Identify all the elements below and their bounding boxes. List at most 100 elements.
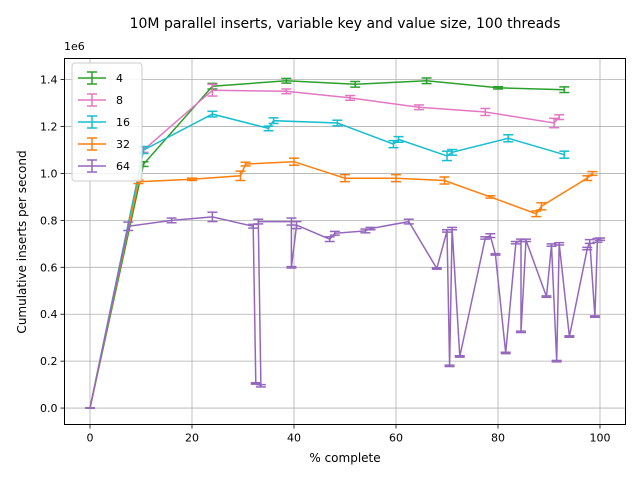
error-bar [391,173,401,183]
x-axis-label: % complete [309,451,380,465]
error-bar [442,150,452,162]
error-bar [503,134,514,143]
error-bar [531,210,542,218]
error-bar [413,104,424,111]
series-64 [85,211,605,409]
error-bar [324,236,335,243]
error-bar [329,230,340,236]
series-line-32 [89,160,593,409]
legend-item-16: 16 [78,115,130,129]
chart-title: 10M parallel inserts, variable key and v… [130,16,561,32]
y-tick-label: 0.0 [40,402,58,415]
error-bar [281,77,292,84]
legend-label: 4 [116,72,123,85]
error-bar [559,86,570,94]
y-tick-label: 0.6 [40,261,58,274]
error-bar [551,359,562,363]
error-bar [291,220,302,230]
legend-label: 16 [116,116,130,129]
error-bar [480,107,491,117]
error-bar [490,252,501,256]
series-line-4 [89,80,565,409]
error-bar [559,150,570,159]
error-bar [207,211,218,223]
error-bar [546,243,557,247]
error-bar [286,217,297,226]
error-bar [454,355,465,358]
legend-item-4: 4 [78,71,123,85]
error-bar [350,80,361,88]
error-bar [500,351,511,355]
error-bar [439,176,450,185]
series-4 [85,77,570,409]
error-bar [207,83,218,97]
y-tick-label: 1.4 [40,74,58,87]
error-bar [536,202,547,211]
x-tick-label: 80 [491,432,505,445]
error-bar [281,88,292,95]
x-tick-label: 0 [87,432,94,445]
plot-border [64,58,626,425]
legend-item-32: 32 [78,137,130,151]
legend-item-8: 8 [78,93,123,107]
error-bar [123,221,134,232]
x-tick-label: 100 [590,432,611,445]
error-bar [240,161,251,167]
x-tick-label: 60 [389,432,403,445]
y-tick-label: 0.4 [40,308,58,321]
legend-box [71,62,143,182]
error-bar [564,335,575,338]
legend-item-64: 64 [78,159,130,173]
series-layer [85,77,605,409]
plot-area [64,58,626,425]
y-tick-label: 0.2 [40,355,58,368]
error-bar [421,77,432,85]
error-bar [235,170,246,182]
y-offset-label: 1e6 [64,40,85,53]
error-bar [554,241,565,246]
error-bar [584,238,595,245]
series-line-16 [89,113,565,409]
error-bar [388,139,399,149]
error-bar [549,117,560,129]
y-tick-label: 1.2 [40,121,58,134]
legend-label: 32 [116,138,130,151]
x-tick-label: 40 [287,432,301,445]
error-bar [365,226,376,231]
axis-ticks: 0 20 40 60 80 100 0.0 0.2 0.4 0.6 0.8 1.0 1.2 1.4 [40,74,611,445]
error-bar [207,110,218,118]
x-tick-label: 20 [185,432,199,445]
legend-label: 64 [116,160,130,173]
error-bar [263,125,274,132]
error-bar [515,330,526,334]
error-bar [268,117,279,125]
error-bar [431,267,442,270]
error-bar [589,315,600,319]
error-bar [403,218,414,225]
error-bar [393,135,404,144]
y-tick-label: 0.8 [40,214,58,227]
error-bar [541,295,552,299]
y-tick-label: 1.0 [40,167,58,180]
error-bar [582,246,593,251]
error-bar [345,94,356,102]
error-bar [595,237,605,242]
error-bar [340,173,350,183]
error-bar [587,170,598,177]
error-bar [554,114,565,121]
error-bar [521,238,532,243]
error-bar [447,226,458,231]
error-bar [289,157,299,166]
error-bar [187,177,197,182]
error-bar [444,364,455,368]
legend: 4 8 16 32 64 [71,62,143,182]
error-bar [447,148,458,156]
error-bar [493,85,503,90]
y-axis-label: Cumulative inserts per second [15,150,29,333]
error-bar [485,233,496,239]
error-bar [166,217,177,224]
error-bar [332,119,343,127]
error-bar [255,383,266,388]
legend-label: 8 [116,94,123,107]
